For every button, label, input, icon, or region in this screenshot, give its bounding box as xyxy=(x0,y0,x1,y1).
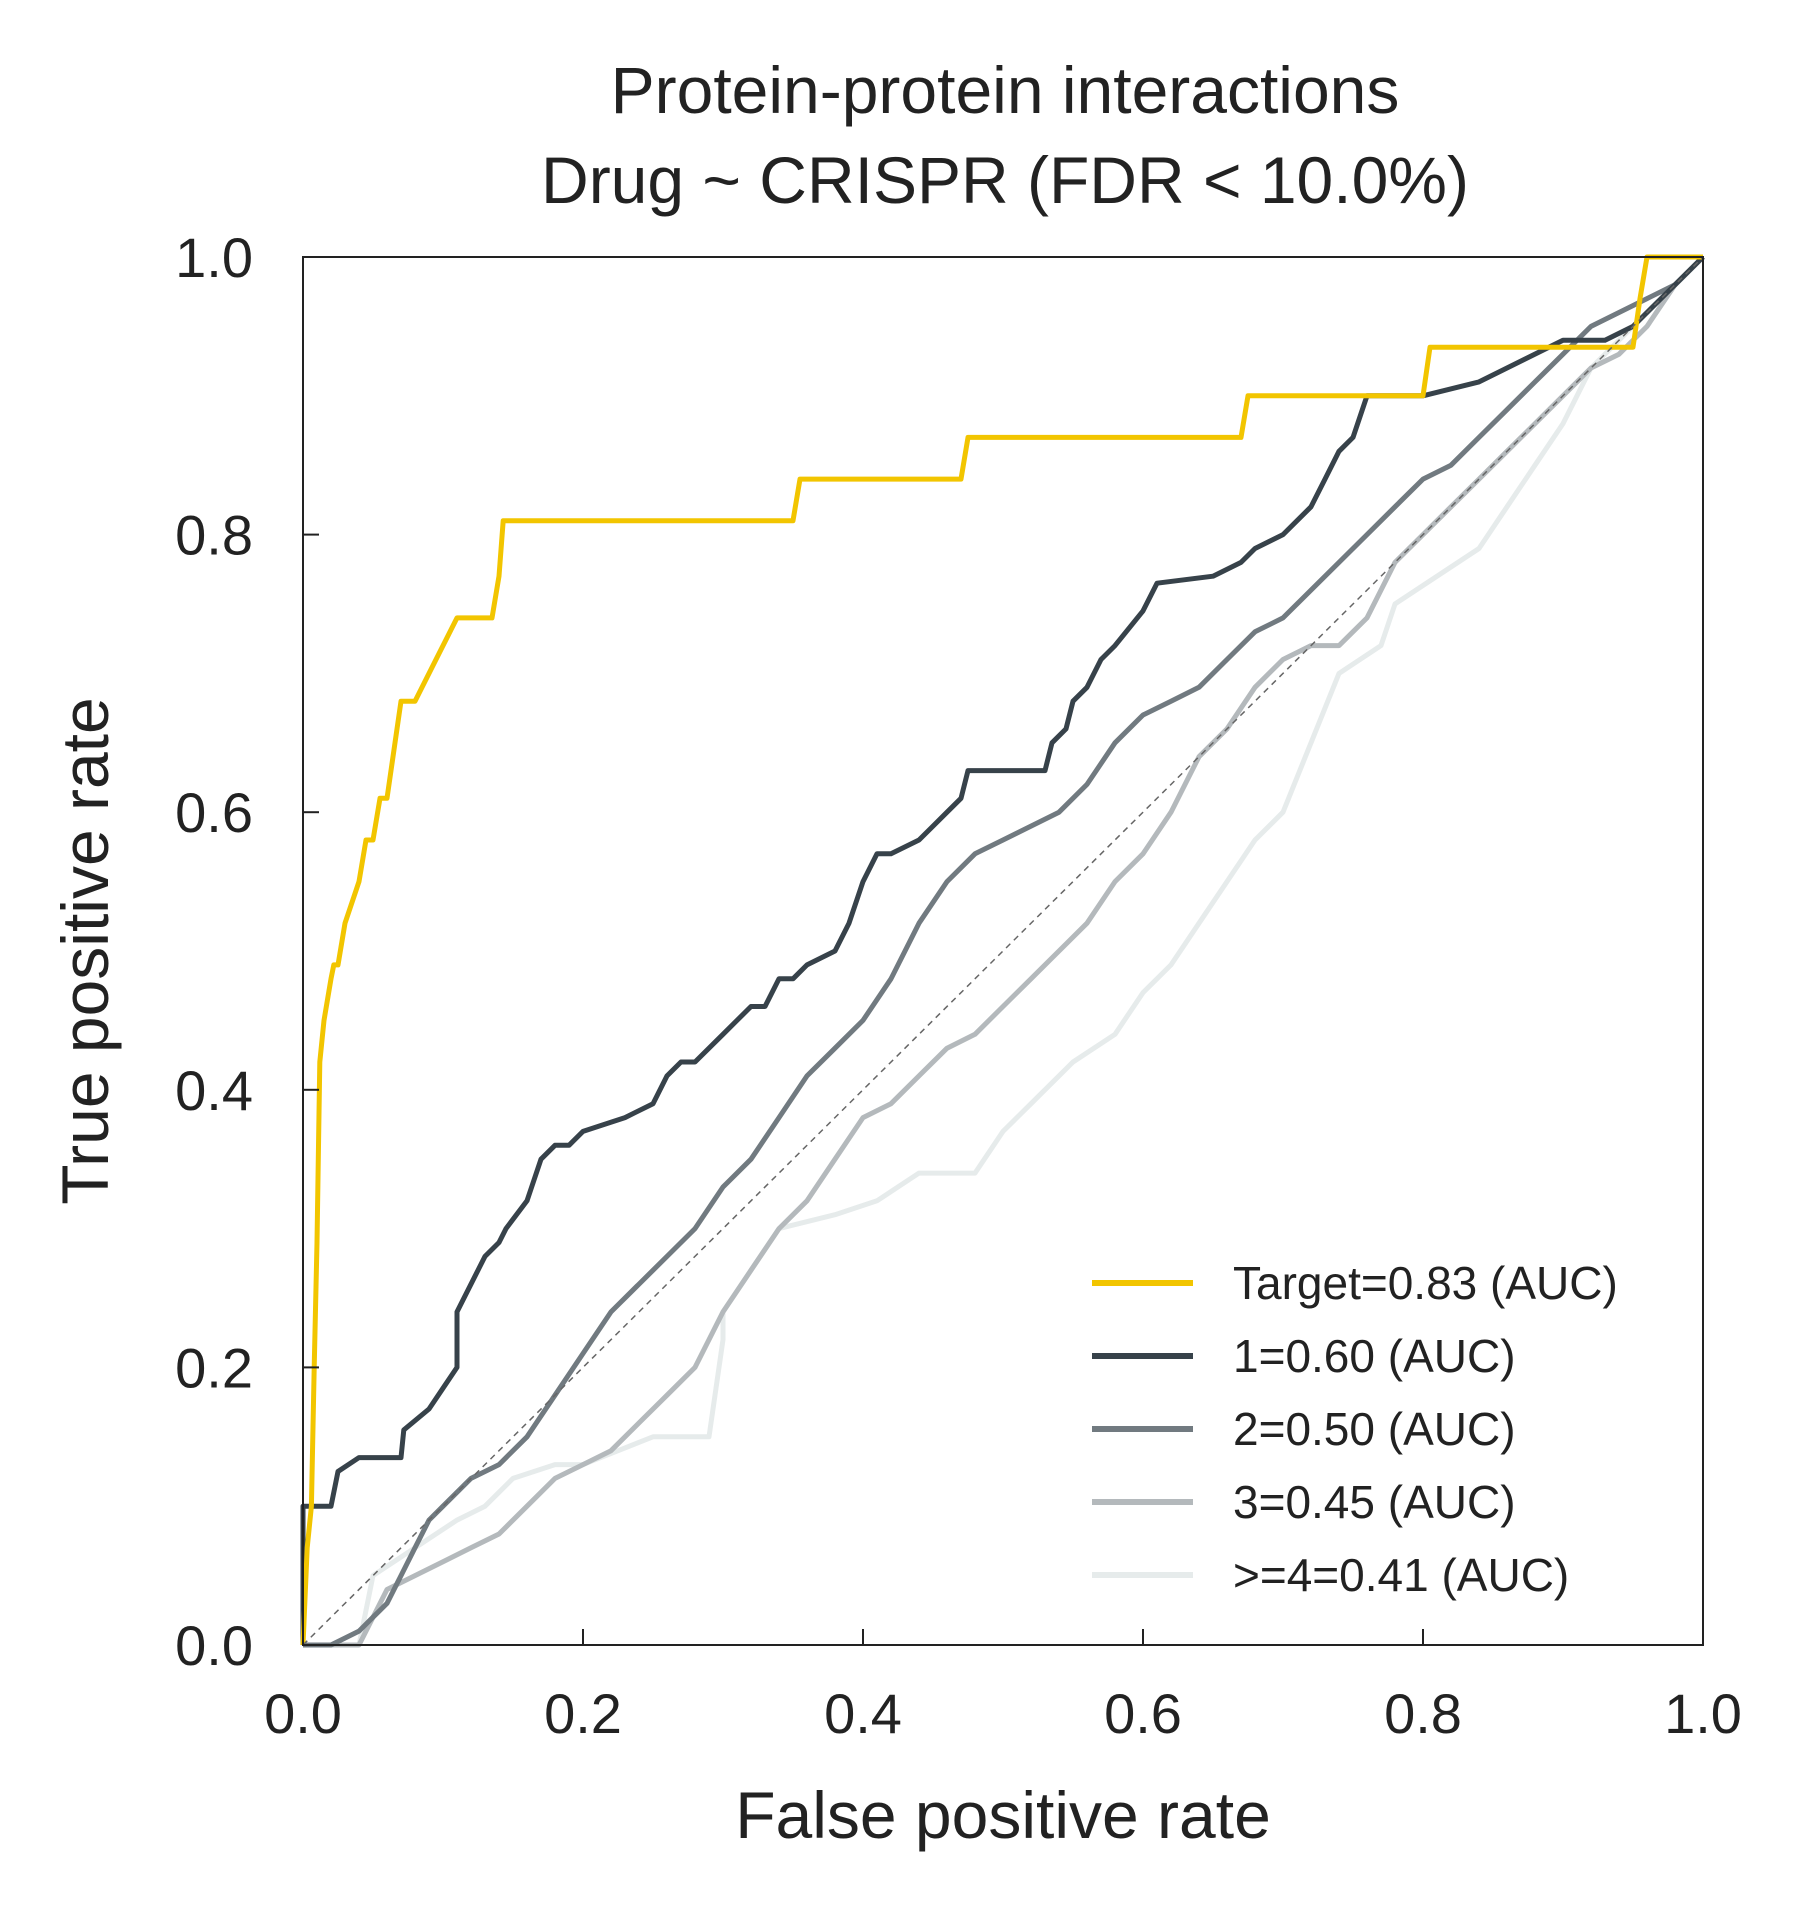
plot-area xyxy=(300,254,1705,1648)
legend-label: Target=0.83 (AUC) xyxy=(1233,1257,1618,1309)
legend-label: >=4=0.41 (AUC) xyxy=(1233,1549,1569,1601)
series-line-3 xyxy=(303,255,1705,1648)
series-line-4 xyxy=(303,255,1705,1648)
reference-diagonal-line xyxy=(302,256,1704,1646)
y-tick-label: 0.0 xyxy=(175,1614,253,1677)
y-axis: 0.0 0.2 0.4 0.6 0.8 1.0 xyxy=(175,226,319,1677)
series-layer xyxy=(300,254,1705,1648)
x-axis-label: False positive rate xyxy=(735,1778,1271,1852)
legend-label: 2=0.50 (AUC) xyxy=(1233,1403,1516,1455)
x-tick-label: 0.8 xyxy=(1384,1682,1462,1745)
chart-title: Protein-protein interactions xyxy=(611,53,1400,127)
plot-frame xyxy=(302,256,1704,1646)
y-tick-label: 1.0 xyxy=(175,226,253,289)
x-tick-label: 0.6 xyxy=(1104,1682,1182,1745)
y-tick-label: 0.2 xyxy=(175,1336,253,1399)
y-tick-label: 0.6 xyxy=(175,781,253,844)
legend-label: 1=0.60 (AUC) xyxy=(1233,1330,1516,1382)
series-line-5 xyxy=(303,255,1705,1648)
y-tick-label: 0.4 xyxy=(175,1059,253,1122)
x-tick-label: 0.0 xyxy=(264,1682,342,1745)
legend: Target=0.83 (AUC) 1=0.60 (AUC) 2=0.50 (AUC… xyxy=(1092,1257,1618,1601)
y-axis-label: True positive rate xyxy=(48,697,122,1204)
series-line-2 xyxy=(300,255,1705,1645)
x-tick-label: 1.0 xyxy=(1664,1682,1742,1745)
x-tick-label: 0.2 xyxy=(544,1682,622,1745)
x-axis: 0.0 0.2 0.4 0.6 0.8 1.0 xyxy=(264,1629,1742,1745)
chart-subtitle: Drug ~ CRISPR (FDR < 10.0%) xyxy=(541,143,1469,217)
legend-label: 3=0.45 (AUC) xyxy=(1233,1476,1516,1528)
y-tick-label: 0.8 xyxy=(175,504,253,567)
series-line-1 xyxy=(300,254,1703,1646)
x-tick-label: 0.4 xyxy=(824,1682,902,1745)
